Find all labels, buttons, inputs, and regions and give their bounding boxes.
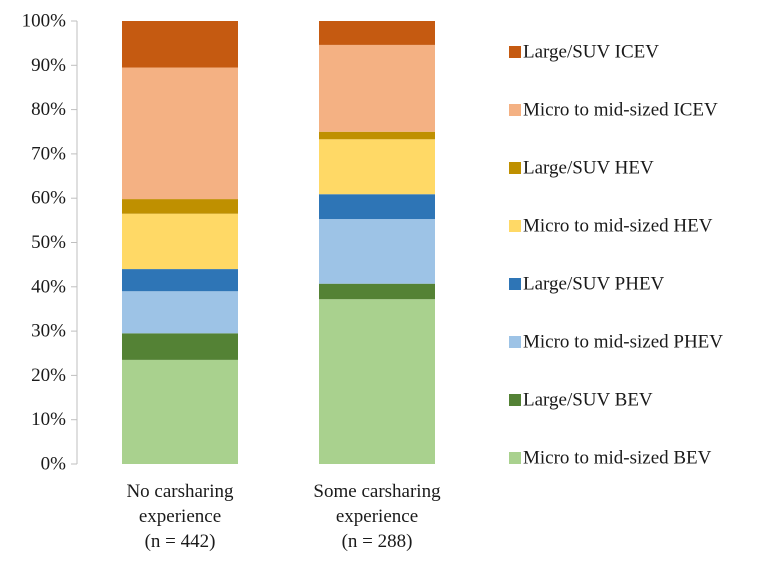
legend-label: Micro to mid-sized ICEV	[523, 100, 718, 121]
y-tick-label: 70%	[31, 143, 66, 164]
x-category-label: No carsharing	[126, 481, 234, 502]
bar-segment-1-6	[122, 199, 238, 214]
x-axis-labels: No carsharing experience (n = 442) Some car…	[126, 481, 441, 552]
y-tick-label: 40%	[31, 276, 66, 297]
legend-label: Large/SUV PHEV	[523, 274, 665, 295]
bars-layer	[122, 21, 435, 464]
legend-label: Micro to mid-sized BEV	[523, 448, 712, 469]
legend-swatch	[509, 394, 521, 406]
bar-segment-1-5	[122, 213, 238, 270]
legend-label: Micro to mid-sized PHEV	[523, 332, 723, 353]
bar-segment-1-1	[122, 359, 238, 464]
legend-label: Large/SUV BEV	[523, 390, 653, 411]
bar-segment-1-7	[122, 67, 238, 200]
legend-swatch	[509, 46, 521, 58]
legend: Large/SUV ICEV Micro to mid-sized ICEV Lar…	[509, 42, 723, 469]
bar-segment-2-7	[319, 44, 435, 132]
bar-segment-2-4	[319, 194, 435, 220]
legend-swatch	[509, 162, 521, 174]
x-category-label: Some carsharing	[313, 481, 441, 502]
y-tick-label: 10%	[31, 409, 66, 430]
bar-segment-1-3	[122, 291, 238, 334]
legend-label: Micro to mid-sized HEV	[523, 216, 713, 237]
y-tick-label: 100%	[22, 11, 67, 32]
legend-swatch	[509, 452, 521, 464]
y-tick-label: 30%	[31, 321, 66, 342]
legend-swatch	[509, 278, 521, 290]
y-tick-label: 20%	[31, 365, 66, 386]
legend-label: Large/SUV ICEV	[523, 42, 659, 63]
bar-segment-2-1	[319, 299, 435, 464]
bar-segment-1-2	[122, 333, 238, 360]
y-tick-label: 0%	[41, 454, 67, 475]
legend-swatch	[509, 336, 521, 348]
legend-swatch	[509, 220, 521, 232]
bar-segment-2-5	[319, 139, 435, 195]
y-tick-label: 60%	[31, 188, 66, 209]
legend-label: Large/SUV HEV	[523, 158, 654, 179]
bar-segment-1-8	[122, 21, 238, 68]
bar-segment-2-6	[319, 131, 435, 140]
x-category-label: experience	[336, 506, 418, 527]
bar-segment-2-3	[319, 219, 435, 284]
bar-segment-2-8	[319, 21, 435, 45]
y-tick-label: 90%	[31, 55, 66, 76]
legend-swatch	[509, 104, 521, 116]
x-category-label: experience	[139, 506, 221, 527]
y-axis: 0% 10% 20% 30% 40% 50% 60% 70% 80% 90% 100%	[22, 11, 78, 475]
x-category-label: (n = 442)	[145, 531, 216, 552]
x-category-label: (n = 288)	[342, 531, 413, 552]
y-tick-label: 50%	[31, 232, 66, 253]
y-tick-label: 80%	[31, 99, 66, 120]
bar-segment-1-4	[122, 269, 238, 292]
bar-segment-2-2	[319, 283, 435, 300]
